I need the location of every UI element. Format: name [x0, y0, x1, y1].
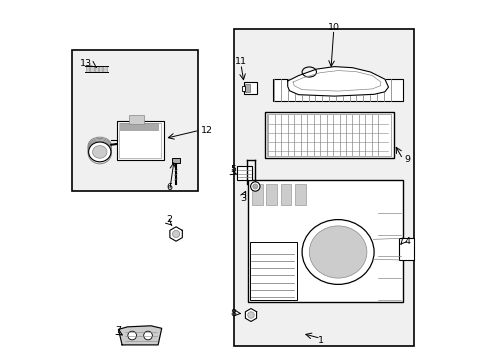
Bar: [244, 82, 257, 94]
Bar: [249, 242, 296, 300]
Ellipse shape: [92, 146, 107, 158]
Bar: [251, 184, 262, 205]
Bar: [86, 66, 89, 72]
Bar: [233, 29, 413, 346]
Text: 12: 12: [200, 126, 212, 135]
Circle shape: [143, 331, 152, 340]
Bar: [103, 66, 106, 72]
Bar: [118, 123, 161, 158]
Bar: [242, 86, 244, 91]
Bar: [171, 158, 180, 163]
Bar: [280, 184, 291, 205]
Bar: [264, 112, 393, 158]
Text: 8: 8: [230, 309, 236, 318]
Bar: [399, 238, 413, 260]
Ellipse shape: [88, 142, 111, 162]
Circle shape: [172, 230, 179, 238]
Bar: [247, 180, 402, 302]
Bar: [273, 79, 402, 101]
Text: 9: 9: [404, 155, 410, 163]
Bar: [266, 114, 390, 156]
Text: 1: 1: [317, 336, 323, 346]
Bar: [294, 184, 305, 205]
Ellipse shape: [302, 220, 373, 284]
Text: 4: 4: [404, 238, 410, 247]
Ellipse shape: [309, 226, 366, 278]
Polygon shape: [169, 227, 182, 241]
Bar: [95, 66, 98, 72]
Bar: [129, 115, 143, 124]
Text: 10: 10: [327, 23, 339, 32]
Circle shape: [250, 182, 260, 191]
Text: 11: 11: [234, 57, 246, 66]
Text: 2: 2: [166, 215, 172, 224]
Circle shape: [247, 312, 254, 318]
Bar: [72, 50, 197, 191]
Bar: [265, 184, 276, 205]
Bar: [99, 66, 102, 72]
Circle shape: [252, 184, 257, 189]
Polygon shape: [118, 326, 162, 345]
Polygon shape: [287, 67, 387, 96]
Bar: [90, 66, 94, 72]
Circle shape: [127, 331, 136, 340]
Text: 7: 7: [115, 325, 121, 335]
Text: 3: 3: [240, 194, 246, 202]
Text: 6: 6: [166, 184, 172, 193]
Bar: [237, 166, 251, 180]
Bar: [244, 84, 249, 92]
Text: 5: 5: [229, 166, 236, 175]
Polygon shape: [245, 309, 256, 321]
Text: 13: 13: [80, 59, 92, 68]
Bar: [117, 121, 163, 160]
Bar: [120, 123, 158, 130]
